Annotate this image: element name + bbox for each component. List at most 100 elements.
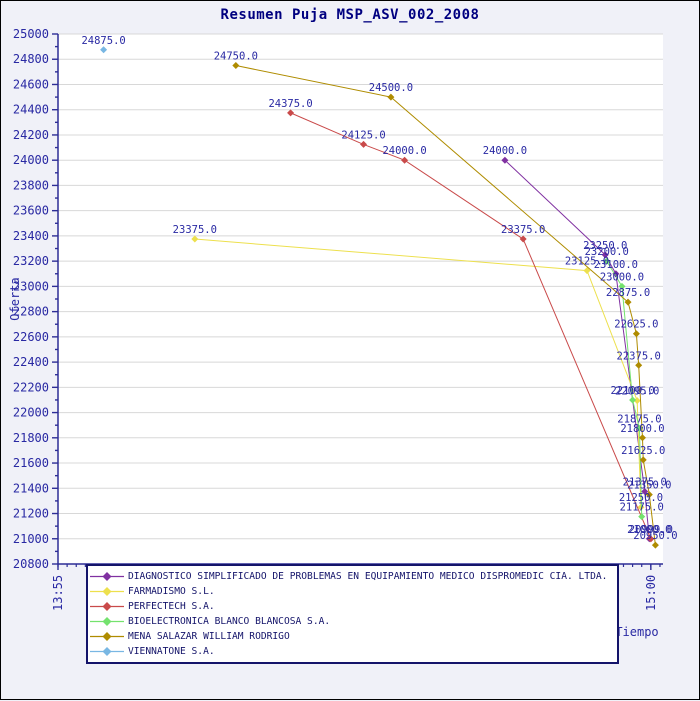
legend-label: MENA SALAZAR WILLIAM RODRIGO [128, 631, 290, 642]
data-point-marker [387, 93, 395, 101]
legend-item: BIOELECTRONICA BLANCO BLANCOSA S.A. [90, 614, 615, 629]
data-point-marker [624, 298, 632, 306]
data-point-label: 21250.0 [619, 492, 663, 504]
data-point-marker [635, 361, 643, 369]
data-point-label: 22875.0 [606, 287, 650, 299]
data-point-marker [645, 491, 653, 499]
legend-label: PERFECTECH S.A. [128, 601, 215, 612]
data-point-marker [638, 434, 646, 442]
legend-label: DIAGNOSTICO SIMPLIFICADO DE PROBLEMAS EN… [128, 571, 608, 582]
data-point-marker [612, 270, 620, 278]
data-point-marker [603, 257, 611, 265]
data-point-label: 21175.0 [620, 502, 664, 514]
data-point-label: 23250.0 [583, 240, 627, 252]
legend-item: PERFECTECH S.A. [90, 599, 615, 614]
data-point-marker [647, 535, 655, 543]
legend-item: MENA SALAZAR WILLIAM RODRIGO [90, 629, 615, 644]
legend-label: FARMADISMO S.L. [128, 586, 215, 597]
series-line [194, 238, 642, 508]
data-point-marker [401, 156, 409, 164]
data-point-label: 24750.0 [214, 51, 258, 63]
y-tick-label: 22200 [13, 380, 49, 394]
data-point-label: 23100.0 [594, 259, 638, 271]
data-point-label: 23375.0 [173, 224, 217, 236]
legend-series-marker-icon [90, 647, 124, 656]
data-point-marker [100, 46, 108, 54]
data-point-marker [651, 541, 659, 549]
legend: DIAGNOSTICO SIMPLIFICADO DE PROBLEMAS EN… [86, 564, 619, 664]
data-point-marker [639, 456, 647, 464]
legend-series-marker-icon [90, 632, 124, 641]
data-point-label: 24000.0 [382, 145, 426, 157]
legend-series-marker-icon [90, 617, 124, 626]
y-tick-label: 23200 [13, 254, 49, 268]
legend-label: VIENNATONE S.A. [128, 646, 215, 657]
data-point-marker [583, 267, 591, 275]
data-point-label: 21000.0 [627, 524, 671, 536]
data-point-marker [232, 62, 240, 70]
data-point-marker [641, 487, 649, 495]
data-point-marker [633, 397, 641, 405]
data-point-label: 24375.0 [268, 98, 312, 110]
data-point-label: 21375.0 [623, 476, 667, 488]
y-tick-label: 24400 [13, 103, 49, 117]
data-point-label: 20999.0 [629, 524, 673, 536]
legend-item: FARMADISMO S.L. [90, 584, 615, 599]
y-tick-label: 22600 [13, 330, 49, 344]
x-tick-label: 15:00 [644, 575, 658, 611]
chart-title: Resumen Puja MSP_ASV_002_2008 [220, 7, 480, 23]
y-tick-label: 22000 [13, 406, 49, 420]
data-point-label: 22100.0 [610, 385, 654, 397]
y-tick-label: 21400 [13, 481, 49, 495]
y-tick-label: 20800 [13, 557, 49, 571]
data-point-label: 22625.0 [614, 319, 658, 331]
data-point-marker [360, 140, 368, 148]
y-tick-label: 23000 [13, 279, 49, 293]
data-point-label: 24125.0 [341, 129, 385, 141]
data-point-marker [638, 513, 646, 521]
data-point-label: 24875.0 [81, 35, 125, 47]
y-tick-label: 21600 [13, 456, 49, 470]
data-point-marker [632, 330, 640, 338]
x-tick-label: 13:55 [51, 575, 65, 611]
data-point-marker [519, 235, 527, 243]
y-tick-label: 23800 [13, 178, 49, 192]
data-point-label: 20950.0 [633, 530, 677, 542]
data-point-label: 21625.0 [621, 445, 665, 457]
data-point-marker [637, 503, 645, 511]
data-point-label: 24500.0 [369, 82, 413, 94]
y-tick-label: 21800 [13, 431, 49, 445]
legend-item: DIAGNOSTICO SIMPLIFICADO DE PROBLEMAS EN… [90, 569, 615, 584]
y-tick-label: 22800 [13, 305, 49, 319]
data-point-label: 22095.0 [615, 386, 659, 398]
x-axis-title: Tiempo [615, 625, 659, 639]
data-point-marker [191, 235, 199, 243]
data-point-marker [601, 251, 609, 259]
y-tick-label: 23600 [13, 204, 49, 218]
data-point-label: 23000.0 [600, 271, 644, 283]
y-tick-label: 21000 [13, 532, 49, 546]
data-point-label: 22375.0 [617, 350, 661, 362]
legend-series-marker-icon [90, 587, 124, 596]
y-tick-label: 25000 [13, 27, 49, 41]
legend-item: VIENNATONE S.A. [90, 644, 615, 659]
data-point-label: 21350.0 [627, 480, 671, 492]
legend-label: BIOELECTRONICA BLANCO BLANCOSA S.A. [128, 616, 331, 627]
data-point-marker [635, 424, 643, 432]
y-tick-label: 24600 [13, 77, 49, 91]
y-tick-label: 23400 [13, 229, 49, 243]
data-point-marker [629, 396, 637, 404]
y-tick-label: 24200 [13, 128, 49, 142]
data-point-marker [287, 109, 295, 117]
data-point-label: 23125.0 [565, 256, 609, 268]
y-tick-label: 21200 [13, 507, 49, 521]
y-tick-label: 24800 [13, 52, 49, 66]
data-point-label: 21800.0 [620, 423, 664, 435]
data-point-label: 24000.0 [483, 145, 527, 157]
data-point-label: 21875.0 [617, 413, 661, 425]
y-tick-label: 22400 [13, 355, 49, 369]
legend-series-marker-icon [90, 572, 124, 581]
y-tick-label: 24000 [13, 153, 49, 167]
